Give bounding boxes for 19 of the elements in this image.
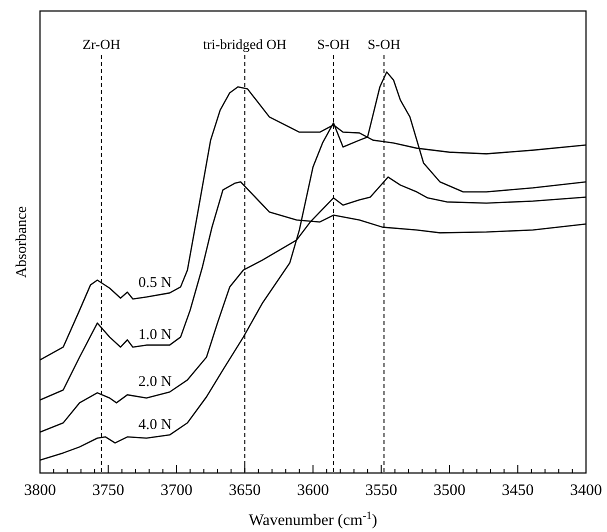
x-tick-label: 3500 — [434, 482, 466, 499]
x-tick-label: 3450 — [502, 482, 534, 499]
series-label: 2.0 N — [138, 374, 172, 390]
x-tick-label: 3600 — [297, 482, 329, 499]
x-tick-label: 3650 — [228, 482, 261, 499]
ref-line-label: Zr-OH — [82, 38, 120, 53]
ref-line-label: S-OH — [368, 38, 400, 53]
series-label: 0.5 N — [138, 274, 172, 291]
ref-line-label: S-OH — [317, 38, 350, 53]
x-tick-label: 3550 — [365, 482, 398, 499]
x-tick-label: 3700 — [160, 482, 192, 499]
ref-line-label: tri-bridged OH — [202, 38, 287, 53]
x-tick-label: 3750 — [92, 482, 124, 499]
x-tick-label: 3400 — [570, 482, 602, 499]
series-label: 4.0 N — [138, 416, 172, 433]
x-tick-label: 3800 — [24, 482, 56, 499]
x-axis-title: Wavenumber (cm$^{-1}$) — [248, 510, 378, 529]
y-axis-title: Absorbance — [14, 206, 30, 278]
series-label: 1.0 N — [138, 327, 172, 344]
